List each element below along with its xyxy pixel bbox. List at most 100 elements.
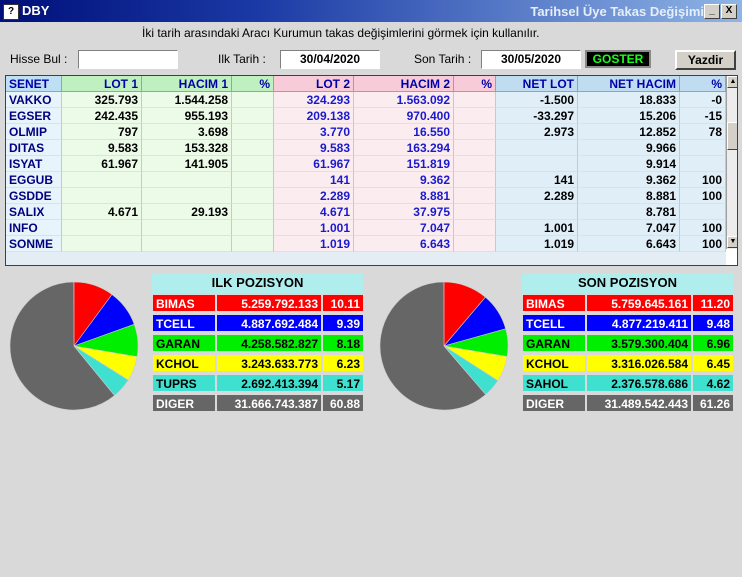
cell-net-lot[interactable]: 2.289 bbox=[496, 188, 578, 204]
cell-lot1[interactable]: 325.793 bbox=[62, 92, 142, 108]
cell-lot2[interactable]: 1.019 bbox=[274, 236, 354, 252]
cell-senet[interactable]: EGSER bbox=[6, 108, 62, 124]
cell-pct2[interactable] bbox=[454, 92, 496, 108]
cell-lot2[interactable]: 61.967 bbox=[274, 156, 354, 172]
cell-hacim1[interactable]: 3.698 bbox=[142, 124, 232, 140]
cell-pct1[interactable] bbox=[232, 204, 274, 220]
cell-hacim2[interactable]: 37.975 bbox=[354, 204, 454, 220]
scroll-thumb[interactable] bbox=[727, 122, 737, 150]
cell-hacim1[interactable] bbox=[142, 220, 232, 236]
cell-net-hacim[interactable]: 18.833 bbox=[578, 92, 680, 108]
cell-pct1[interactable] bbox=[232, 220, 274, 236]
cell-lot1[interactable]: 242.435 bbox=[62, 108, 142, 124]
cell-pct1[interactable] bbox=[232, 172, 274, 188]
cell-senet[interactable]: OLMIP bbox=[6, 124, 62, 140]
cell-lot1[interactable]: 9.583 bbox=[62, 140, 142, 156]
cell-net-lot[interactable]: -33.297 bbox=[496, 108, 578, 124]
column-header-senet[interactable]: SENET bbox=[6, 76, 62, 92]
cell-lot1[interactable] bbox=[62, 172, 142, 188]
cell-hacim2[interactable]: 9.362 bbox=[354, 172, 454, 188]
help-icon[interactable]: ? bbox=[3, 4, 19, 20]
cell-hacim1[interactable]: 1.544.258 bbox=[142, 92, 232, 108]
goster-button[interactable]: GOSTER bbox=[585, 50, 651, 68]
cell-net-hacim[interactable]: 8.881 bbox=[578, 188, 680, 204]
cell-net-lot[interactable] bbox=[496, 204, 578, 220]
cell-net-lot[interactable]: -1.500 bbox=[496, 92, 578, 108]
takas-table[interactable]: ▲ ▼ SENET LOT 1 HACIM 1% LOT 2 HACIM 2% NET L… bbox=[5, 75, 738, 266]
cell-lot2[interactable]: 324.293 bbox=[274, 92, 354, 108]
cell-net-pct[interactable]: -0 bbox=[680, 92, 726, 108]
cell-net-hacim[interactable]: 15.206 bbox=[578, 108, 680, 124]
cell-net-hacim[interactable]: 9.966 bbox=[578, 140, 680, 156]
column-header-net-hacim[interactable]: NET HACIM bbox=[578, 76, 680, 92]
cell-pct2[interactable] bbox=[454, 220, 496, 236]
cell-lot2[interactable]: 1.001 bbox=[274, 220, 354, 236]
cell-hacim1[interactable] bbox=[142, 172, 232, 188]
cell-pct2[interactable] bbox=[454, 140, 496, 156]
son-tarih-input[interactable]: 30/05/2020 bbox=[481, 50, 581, 69]
yazdir-button[interactable]: Yazdir bbox=[675, 50, 736, 70]
cell-pct2[interactable] bbox=[454, 124, 496, 140]
cell-lot1[interactable] bbox=[62, 236, 142, 252]
column-header-hacim1[interactable]: HACIM 1 bbox=[142, 76, 232, 92]
cell-hacim1[interactable]: 153.328 bbox=[142, 140, 232, 156]
cell-lot2[interactable]: 2.289 bbox=[274, 188, 354, 204]
cell-pct1[interactable] bbox=[232, 156, 274, 172]
cell-lot2[interactable]: 209.138 bbox=[274, 108, 354, 124]
cell-senet[interactable]: EGGUB bbox=[6, 172, 62, 188]
cell-senet[interactable]: GSDDE bbox=[6, 188, 62, 204]
cell-net-pct[interactable] bbox=[680, 156, 726, 172]
cell-hacim2[interactable]: 151.819 bbox=[354, 156, 454, 172]
cell-net-hacim[interactable]: 8.781 bbox=[578, 204, 680, 220]
cell-hacim1[interactable] bbox=[142, 188, 232, 204]
cell-net-lot[interactable]: 2.973 bbox=[496, 124, 578, 140]
cell-hacim1[interactable]: 141.905 bbox=[142, 156, 232, 172]
close-button[interactable]: X bbox=[721, 4, 737, 19]
cell-net-pct[interactable] bbox=[680, 140, 726, 156]
cell-pct1[interactable] bbox=[232, 188, 274, 204]
cell-net-pct[interactable]: -15 bbox=[680, 108, 726, 124]
cell-net-pct[interactable]: 100 bbox=[680, 188, 726, 204]
cell-net-hacim[interactable]: 9.362 bbox=[578, 172, 680, 188]
scroll-up-icon[interactable]: ▲ bbox=[727, 76, 737, 88]
cell-lot1[interactable]: 4.671 bbox=[62, 204, 142, 220]
column-header-hacim2[interactable]: HACIM 2 bbox=[354, 76, 454, 92]
cell-pct1[interactable] bbox=[232, 140, 274, 156]
cell-hacim2[interactable]: 1.563.092 bbox=[354, 92, 454, 108]
table-scrollbar[interactable]: ▲ ▼ bbox=[726, 76, 737, 249]
cell-pct2[interactable] bbox=[454, 172, 496, 188]
column-header-net-pct[interactable]: % bbox=[680, 76, 726, 92]
cell-hacim2[interactable]: 6.643 bbox=[354, 236, 454, 252]
cell-hacim2[interactable]: 7.047 bbox=[354, 220, 454, 236]
cell-lot2[interactable]: 9.583 bbox=[274, 140, 354, 156]
cell-net-pct[interactable]: 100 bbox=[680, 172, 726, 188]
cell-net-hacim[interactable]: 7.047 bbox=[578, 220, 680, 236]
column-header-net-lot[interactable]: NET LOT bbox=[496, 76, 578, 92]
column-header-pct2[interactable]: % bbox=[454, 76, 496, 92]
cell-net-pct[interactable]: 100 bbox=[680, 236, 726, 252]
cell-senet[interactable]: VAKKO bbox=[6, 92, 62, 108]
cell-hacim1[interactable]: 29.193 bbox=[142, 204, 232, 220]
cell-hacim2[interactable]: 970.400 bbox=[354, 108, 454, 124]
scroll-down-icon[interactable]: ▼ bbox=[727, 236, 737, 248]
cell-pct2[interactable] bbox=[454, 236, 496, 252]
cell-net-pct[interactable]: 78 bbox=[680, 124, 726, 140]
cell-pct2[interactable] bbox=[454, 188, 496, 204]
cell-net-hacim[interactable]: 6.643 bbox=[578, 236, 680, 252]
cell-lot2[interactable]: 4.671 bbox=[274, 204, 354, 220]
cell-net-pct[interactable] bbox=[680, 204, 726, 220]
cell-pct2[interactable] bbox=[454, 108, 496, 124]
cell-pct1[interactable] bbox=[232, 236, 274, 252]
cell-net-lot[interactable]: 141 bbox=[496, 172, 578, 188]
cell-lot1[interactable]: 61.967 bbox=[62, 156, 142, 172]
cell-lot2[interactable]: 141 bbox=[274, 172, 354, 188]
cell-hacim2[interactable]: 8.881 bbox=[354, 188, 454, 204]
minimize-button[interactable]: _ bbox=[704, 4, 720, 19]
cell-pct2[interactable] bbox=[454, 156, 496, 172]
column-header-lot1[interactable]: LOT 1 bbox=[62, 76, 142, 92]
cell-hacim1[interactable]: 955.193 bbox=[142, 108, 232, 124]
cell-net-hacim[interactable]: 12.852 bbox=[578, 124, 680, 140]
cell-net-pct[interactable]: 100 bbox=[680, 220, 726, 236]
column-header-pct1[interactable]: % bbox=[232, 76, 274, 92]
cell-hacim1[interactable] bbox=[142, 236, 232, 252]
